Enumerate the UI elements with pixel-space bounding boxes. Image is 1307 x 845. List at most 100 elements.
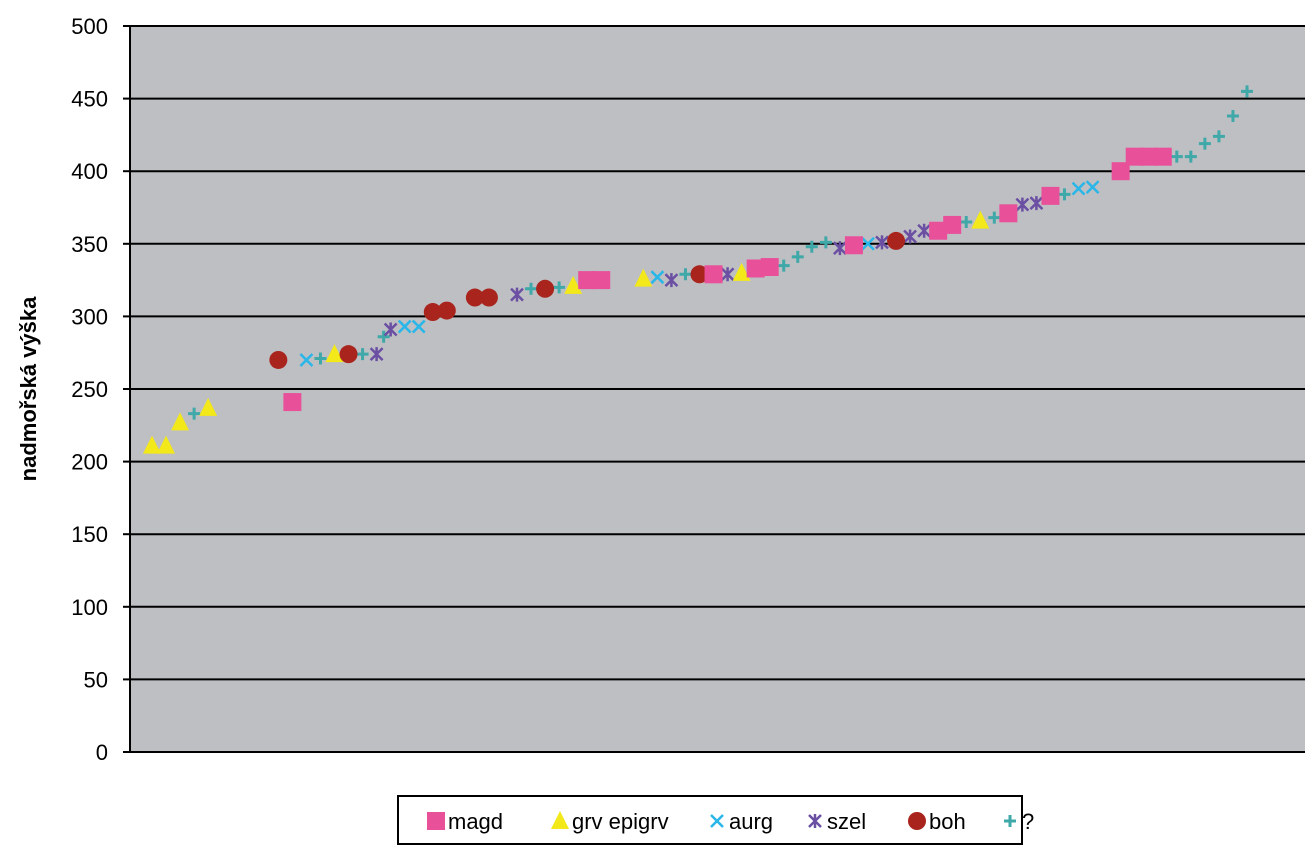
star-marker — [833, 241, 847, 256]
legend-marker — [808, 814, 822, 828]
square-marker — [999, 204, 1018, 223]
triangle-marker — [551, 811, 569, 829]
square-marker — [844, 236, 863, 255]
square-marker — [578, 271, 597, 290]
data-point — [1139, 147, 1158, 166]
data-point — [861, 236, 875, 251]
plus-marker — [1058, 188, 1071, 201]
data-point — [314, 352, 327, 365]
legend-item: magd — [427, 809, 503, 834]
legend-item: ? — [1004, 809, 1034, 834]
plus-marker — [960, 216, 973, 229]
square-marker — [704, 265, 723, 284]
legend-marker — [710, 814, 724, 828]
y-tick-label: 0 — [96, 740, 108, 765]
plus-marker — [377, 330, 390, 343]
data-point — [943, 215, 962, 234]
y-tick-label: 200 — [71, 450, 108, 475]
data-point — [1198, 137, 1211, 150]
data-point — [720, 267, 735, 282]
triangle-marker — [971, 210, 990, 229]
data-point — [999, 204, 1018, 223]
data-point — [283, 393, 302, 412]
legend-label: aurg — [729, 809, 773, 834]
legend-marker — [1004, 815, 1016, 827]
legend-marker — [551, 811, 569, 829]
data-point — [903, 229, 917, 244]
legend-item: boh — [908, 809, 966, 834]
star-marker — [1015, 197, 1030, 212]
plus-marker — [988, 211, 1001, 224]
data-point — [536, 279, 555, 298]
data-points — [143, 85, 1253, 454]
x-marker — [861, 236, 875, 251]
plus-marker — [819, 236, 832, 249]
data-point — [397, 319, 412, 334]
data-point — [510, 287, 524, 302]
y-tick-label: 250 — [71, 377, 108, 402]
square-marker — [1111, 162, 1130, 181]
data-point — [1241, 85, 1253, 98]
triangle-marker — [199, 397, 218, 416]
legend-label: ? — [1022, 809, 1034, 834]
data-point — [479, 288, 498, 307]
data-point — [690, 265, 709, 284]
x-marker — [299, 353, 314, 367]
data-point — [411, 319, 426, 334]
plus-marker — [1004, 815, 1016, 827]
data-point — [1015, 197, 1030, 212]
data-point — [356, 348, 369, 361]
data-point — [988, 211, 1001, 224]
plus-marker — [1198, 137, 1211, 150]
data-point — [188, 407, 201, 420]
y-tick-label: 300 — [71, 304, 108, 329]
data-point — [819, 236, 832, 249]
x-marker — [650, 270, 665, 285]
legend: magd grv epigrv aurg szel boh? — [397, 795, 1034, 845]
plus-marker — [553, 281, 566, 294]
plus-marker — [525, 282, 538, 295]
y-tick-label: 50 — [84, 667, 108, 692]
star-marker — [808, 814, 822, 828]
y-tick-labels: 0 50 100 150 200 250 300 350 400 450 500 — [71, 14, 108, 765]
data-point — [437, 301, 456, 320]
star-marker — [664, 273, 679, 288]
data-point — [157, 435, 176, 454]
triangle-marker — [143, 435, 161, 454]
data-point — [1085, 180, 1100, 195]
plus-marker — [356, 348, 369, 361]
data-point — [971, 210, 990, 229]
legend-label: boh — [929, 809, 966, 834]
star-marker — [903, 229, 917, 244]
data-point — [917, 223, 931, 238]
data-point — [1071, 181, 1086, 196]
gridlines — [123, 25, 1305, 753]
star-marker — [1029, 196, 1044, 211]
triangle-marker — [171, 412, 190, 431]
x-marker — [397, 319, 412, 334]
square-marker — [929, 221, 948, 240]
circle-marker — [437, 301, 456, 320]
data-point — [732, 262, 751, 281]
data-point — [833, 241, 847, 256]
square-marker — [1153, 147, 1172, 166]
data-point — [777, 259, 790, 272]
y-tick-label: 150 — [71, 522, 108, 547]
square-marker — [427, 812, 445, 830]
legend-marker — [427, 812, 445, 830]
plus-marker — [777, 259, 790, 272]
data-point — [171, 412, 190, 431]
circle-marker — [465, 288, 484, 307]
data-point — [299, 353, 314, 367]
data-point — [465, 288, 484, 307]
legend-label: magd — [448, 809, 503, 834]
legend-label: grv epigrv — [572, 809, 669, 834]
triangle-marker — [325, 344, 344, 363]
square-marker — [746, 259, 765, 278]
legend-item: szel — [808, 809, 866, 834]
triangle-marker — [564, 275, 583, 294]
data-point — [1029, 196, 1044, 211]
data-point — [564, 275, 583, 294]
data-point — [1170, 150, 1183, 163]
star-marker — [875, 235, 889, 250]
